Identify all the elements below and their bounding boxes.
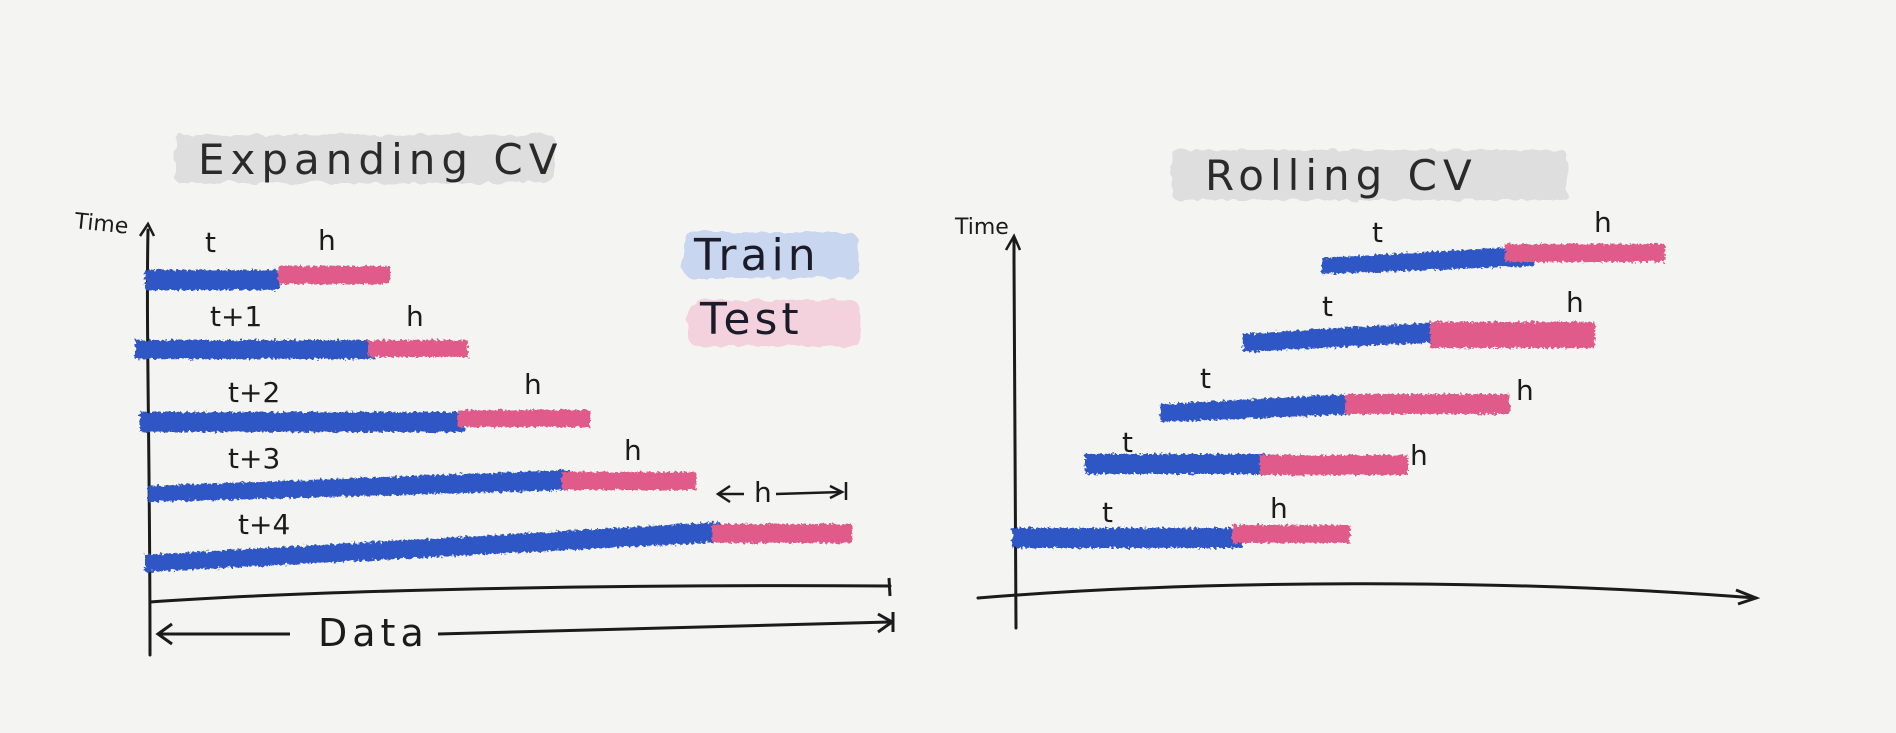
train-label: t [1322,290,1333,323]
expanding-row-5: t+4 [145,508,852,572]
rolling-title-highlight [1172,150,1567,200]
test-label: h [318,224,336,257]
train-bar [1243,322,1440,352]
expanding-row-4: t+3 h [148,434,696,502]
expanding-row-1: t h [145,224,390,290]
train-bar [1012,528,1242,548]
train-bar [145,522,720,572]
h-span-line-right [775,490,843,496]
data-span-arrowhead-left [155,622,173,646]
legend: Train Test [683,230,860,346]
rolling-row-5: t h [1012,492,1350,548]
expanding-x-axis-end [887,577,892,597]
test-bar [712,524,852,543]
expanding-row-3: t+2 h [140,368,590,432]
train-label: t [1372,216,1383,249]
rolling-x-axis [976,582,1758,600]
expanding-x-axis-label: Data [318,611,429,655]
train-label: t+2 [228,376,280,409]
expanding-cv-panel: Expanding CV Time Data t h t+1 h [72,135,895,657]
rolling-row-3: t h [1160,362,1534,422]
data-span-arrow-right [437,620,893,636]
test-label: h [1270,492,1288,525]
test-label: h [1594,206,1612,239]
train-label: t [1122,426,1133,459]
test-label: h [406,300,424,333]
legend-train-label: Train [693,230,820,281]
train-bar [1160,394,1355,422]
expanding-title-highlight [175,135,555,183]
h-span-marker: h [715,476,848,509]
train-bar [145,270,280,290]
expanding-x-axis [148,584,892,604]
test-bar [1505,244,1665,262]
test-label: h [1516,374,1534,407]
test-label: h [1410,439,1428,472]
rolling-x-axis-arrowhead [1735,588,1761,606]
train-label: t [1102,496,1113,529]
test-label: h [624,434,642,467]
rolling-y-axis-label: Time [954,215,1009,240]
legend-train-swatch [683,232,858,278]
test-bar [368,340,468,357]
test-bar [1232,525,1350,543]
expanding-y-axis-label: Time [72,209,129,240]
train-bar [1085,454,1270,474]
expanding-y-axis-arrowhead [138,221,156,237]
train-label: t [1200,362,1211,395]
train-label: t [205,226,216,259]
expanding-y-axis [145,228,152,657]
rolling-y-axis-arrowhead [1004,233,1022,251]
test-bar [1260,455,1408,475]
train-bar [1322,246,1535,274]
rolling-y-axis [1012,236,1018,630]
test-bar [1430,322,1595,348]
train-label: t+3 [228,442,280,475]
test-bar [278,266,390,284]
test-bar [562,472,696,490]
expanding-title: Expanding CV [198,135,563,184]
rolling-title: Rolling CV [1205,151,1478,200]
rolling-row-1: t h [1322,206,1665,274]
h-span-label: h [754,476,772,509]
rolling-row-4: t h [1085,426,1428,475]
train-bar [148,470,570,502]
train-bar [140,412,465,432]
train-label: t+1 [210,300,262,333]
train-label: t+4 [238,508,290,541]
test-label: h [524,368,542,401]
test-bar [458,410,590,427]
h-span-arrowhead-right [829,484,845,500]
test-bar [1345,394,1510,414]
rolling-row-2: t h [1243,286,1595,352]
rolling-cv-panel: Rolling CV Time t h t h t h t [954,150,1761,630]
test-label: h [1566,286,1584,319]
expanding-row-2: t+1 h [135,300,468,359]
train-bar [135,340,375,359]
legend-test-swatch [688,300,860,346]
legend-test-label: Test [699,294,803,345]
